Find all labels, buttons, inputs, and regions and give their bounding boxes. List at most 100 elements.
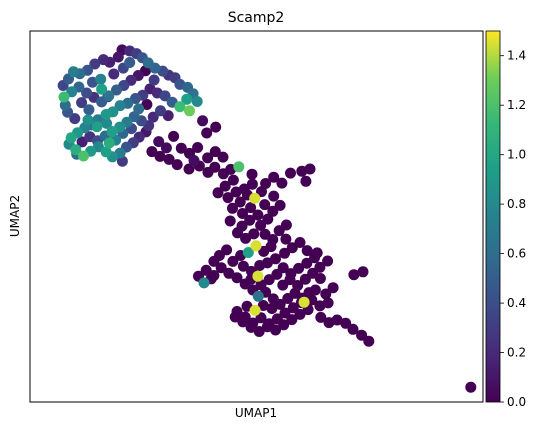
scatter-point bbox=[224, 215, 236, 227]
scatter-point bbox=[293, 262, 305, 274]
scatter-point bbox=[171, 159, 183, 171]
scatter-point bbox=[89, 58, 101, 70]
scatter-point bbox=[70, 144, 82, 156]
colorbar-tick-label: 1.2 bbox=[507, 98, 526, 112]
scatter-point bbox=[68, 66, 79, 78]
scatter-point bbox=[256, 186, 267, 198]
scatter-point bbox=[314, 261, 326, 273]
scatter-point bbox=[261, 321, 273, 333]
scatter-point bbox=[231, 272, 243, 284]
scatter-point bbox=[215, 262, 227, 274]
scatter-point bbox=[198, 277, 210, 289]
colorbar bbox=[485, 30, 501, 403]
scatter-point bbox=[311, 247, 323, 259]
scatter-point bbox=[227, 202, 238, 214]
scatter-point bbox=[363, 335, 375, 347]
scatter-point bbox=[259, 199, 271, 211]
scatter-point bbox=[249, 304, 261, 316]
scatter-point bbox=[148, 74, 160, 86]
colorbar-tick-label: 0.6 bbox=[507, 247, 526, 261]
scatter-point bbox=[340, 317, 352, 329]
scatter-point bbox=[465, 381, 477, 393]
scatter-point bbox=[181, 93, 193, 105]
scatter-point bbox=[248, 228, 260, 240]
scatter-point bbox=[58, 91, 70, 103]
scatter-point bbox=[244, 214, 256, 226]
scatter-point bbox=[160, 142, 172, 154]
scatter-point bbox=[209, 161, 221, 173]
scatter-point bbox=[356, 329, 368, 341]
scatter-point bbox=[95, 73, 107, 85]
scatter-point bbox=[280, 219, 292, 231]
scatter-point bbox=[301, 245, 313, 257]
scatter-point bbox=[217, 151, 229, 163]
scatter-point bbox=[287, 302, 299, 314]
scatter-point bbox=[108, 68, 120, 80]
scatter-point bbox=[245, 202, 257, 214]
scatter-point bbox=[278, 319, 290, 331]
scatter-point bbox=[259, 228, 271, 240]
colorbar-tick-label: 0.8 bbox=[507, 197, 526, 211]
scatter-point bbox=[223, 267, 235, 279]
scatter-point bbox=[240, 232, 252, 244]
scatter-point bbox=[299, 273, 311, 285]
scatter-point bbox=[294, 237, 306, 248]
colorbar-tick-label: 1.0 bbox=[507, 148, 526, 162]
scatter-point bbox=[76, 97, 88, 109]
scatter-point bbox=[154, 150, 166, 162]
scatter-point bbox=[301, 257, 313, 269]
scatter-point bbox=[314, 273, 326, 284]
scatter-point bbox=[260, 178, 272, 189]
scatter-point bbox=[222, 192, 234, 204]
scatter-point bbox=[142, 57, 154, 69]
scatter-point bbox=[300, 175, 312, 187]
scatter-point bbox=[279, 307, 291, 319]
scatter-point bbox=[242, 247, 254, 258]
scatter-point bbox=[347, 323, 359, 335]
scatter-point bbox=[258, 245, 270, 257]
scatter-point bbox=[276, 177, 288, 189]
scatter-point bbox=[153, 136, 165, 148]
x-axis-label: UMAP1 bbox=[235, 406, 277, 420]
colorbar-ticks: 0.0 0.2 0.4 0.6 0.8 1.0 1.2 1.4 bbox=[500, 49, 526, 409]
scatter-point bbox=[237, 260, 249, 272]
colorbar-tick-label: 0.2 bbox=[507, 346, 526, 360]
scatter-point bbox=[271, 268, 283, 280]
scatter-point bbox=[202, 152, 214, 164]
scatter-point bbox=[124, 57, 136, 68]
colorbar-tick-label: 0.4 bbox=[507, 296, 526, 310]
scatter-point bbox=[232, 227, 243, 239]
scatter-point bbox=[209, 146, 221, 158]
scatter-point bbox=[241, 300, 253, 312]
scatter-point bbox=[174, 101, 186, 113]
scatter-point bbox=[188, 155, 200, 166]
scatter-point bbox=[78, 150, 89, 162]
scatter-point bbox=[253, 326, 265, 337]
scatter-point bbox=[59, 99, 71, 111]
scatter-point bbox=[133, 103, 145, 115]
scatter-point bbox=[101, 117, 113, 129]
scatter-point bbox=[66, 86, 78, 98]
scatter-point bbox=[246, 168, 258, 180]
scatter-point bbox=[261, 257, 273, 269]
scatter-point bbox=[201, 127, 213, 139]
scatter-point bbox=[237, 208, 248, 219]
scatter-point bbox=[274, 298, 286, 310]
scatter-point bbox=[103, 137, 115, 149]
scatter-point bbox=[163, 153, 175, 165]
scatter-point bbox=[197, 115, 209, 127]
scatter-point bbox=[294, 308, 306, 320]
scatter-point bbox=[307, 267, 319, 279]
scatter-point bbox=[309, 284, 321, 296]
scatter-point bbox=[292, 280, 304, 291]
scatter-point bbox=[286, 242, 298, 254]
scatter-point bbox=[100, 146, 112, 158]
scatter-point bbox=[96, 83, 108, 95]
scatter-point bbox=[322, 255, 334, 267]
chart-title: Scamp2 bbox=[228, 10, 285, 26]
scatter-point bbox=[246, 178, 258, 190]
scatter-point bbox=[219, 180, 231, 192]
scatter-point bbox=[146, 146, 158, 158]
scatter-point bbox=[298, 296, 310, 308]
